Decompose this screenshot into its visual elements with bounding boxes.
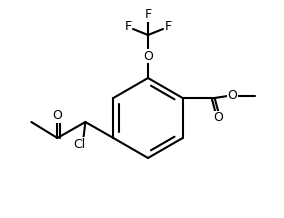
Text: O: O [228, 90, 238, 102]
Text: Cl: Cl [73, 138, 85, 150]
Text: F: F [164, 20, 172, 34]
Text: F: F [124, 20, 131, 34]
Text: O: O [214, 111, 224, 124]
Text: F: F [145, 9, 152, 22]
Text: O: O [53, 109, 62, 123]
Text: O: O [143, 49, 153, 63]
